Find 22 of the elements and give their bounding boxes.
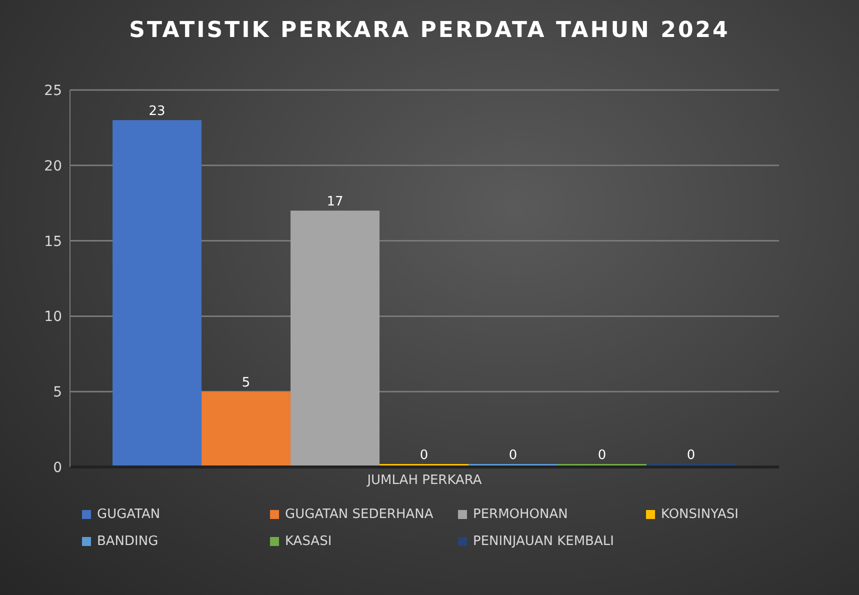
legend-label: GUGATAN SEDERHANA	[285, 507, 434, 522]
y-tick-label: 20	[44, 158, 62, 174]
data-label: 0	[598, 448, 606, 463]
data-label: 5	[242, 376, 250, 391]
y-tick-label: 15	[44, 234, 62, 250]
data-label: 0	[686, 448, 696, 463]
legend-label: PERMOHONAN	[473, 507, 568, 522]
chart-title: STATISTIK PERKARA PERDATA TAHUN 2024	[128, 18, 731, 43]
legend-label: PENINJAUAN KEMBALI	[473, 534, 614, 549]
y-tick-label: 0	[53, 460, 62, 476]
data-label: 0	[508, 448, 518, 463]
data-label: 17	[326, 194, 344, 210]
data-label: 23	[148, 104, 166, 120]
y-tick-label: 5	[53, 384, 62, 401]
legend-label: BANDING	[97, 534, 158, 549]
legend-label: KONSINYASI	[661, 507, 738, 522]
x-tick-label: JUMLAH PERKARA	[366, 473, 482, 488]
legend-label: KASASI	[285, 534, 332, 549]
y-tick-label: 25	[44, 82, 62, 99]
legend-label: GUGATAN	[97, 507, 160, 522]
data-label: 0	[420, 448, 428, 463]
y-tick-label: 10	[44, 309, 62, 326]
